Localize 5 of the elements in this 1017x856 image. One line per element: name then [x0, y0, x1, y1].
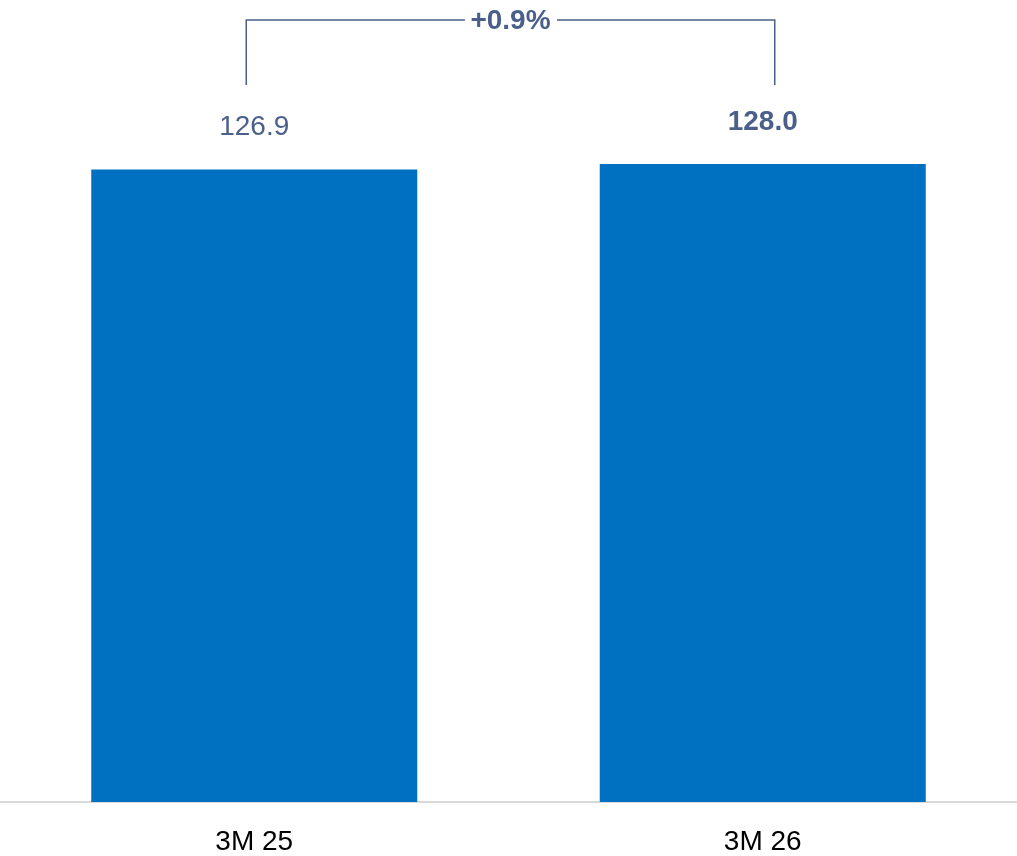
- data-label: 126.9: [219, 109, 290, 141]
- text: +0.9%: [464, 4, 557, 36]
- x-tick-label: 3M 26: [723, 824, 802, 856]
- x-tick-label: 3M 25: [215, 824, 294, 856]
- data-label: 128.0: [727, 104, 798, 136]
